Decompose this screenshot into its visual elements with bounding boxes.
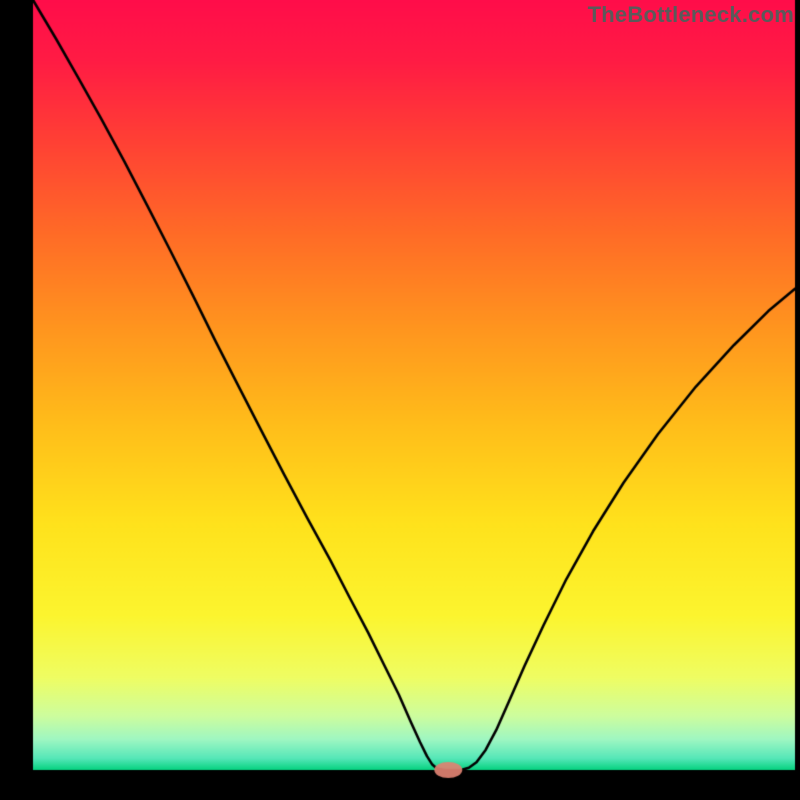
chart-stage: TheBottleneck.com — [0, 0, 800, 800]
bottleneck-chart-canvas — [0, 0, 800, 800]
